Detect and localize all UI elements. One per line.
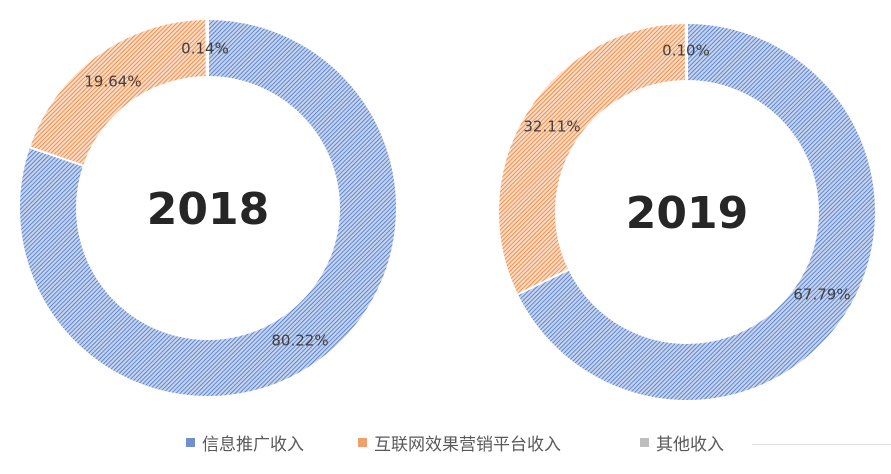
- slice-marketing-platform: [27, 17, 208, 168]
- legend-divider: [752, 444, 891, 445]
- donut-2018: 80.22% 19.64% 0.14% 2018: [18, 17, 398, 398]
- donut-2019: 67.79% 32.11% 0.10% 2019: [497, 21, 877, 402]
- data-label: 0.10%: [662, 42, 710, 60]
- data-label: 67.79%: [793, 286, 850, 304]
- legend-label: 信息推广收入: [202, 435, 304, 455]
- data-label: 0.14%: [181, 40, 229, 58]
- data-label: 80.22%: [271, 332, 328, 350]
- legend-item-info-promotion: 信息推广收入: [186, 430, 304, 455]
- legend-swatch-blue: [186, 438, 195, 447]
- chart-title: 2018: [147, 184, 269, 235]
- data-label: 19.64%: [84, 73, 141, 91]
- chart-title: 2019: [626, 188, 748, 239]
- legend-item-marketing-platform: 互联网效果营销平台收入: [358, 430, 561, 455]
- legend-label: 其他收入: [656, 435, 724, 455]
- legend-swatch-gray: [640, 438, 649, 447]
- slice-info-promotion: [18, 17, 398, 398]
- slice-marketing-platform: [497, 21, 688, 297]
- slice-other: [684, 21, 688, 83]
- legend-swatch-orange: [358, 438, 367, 447]
- legend: 信息推广收入 互联网效果营销平台收入 其他收入: [0, 430, 891, 460]
- slice-other: [205, 17, 209, 79]
- legend-item-other: 其他收入: [640, 430, 724, 455]
- slice-info-promotion: [515, 21, 877, 402]
- legend-label: 互联网效果营销平台收入: [374, 435, 561, 455]
- data-label: 32.11%: [523, 118, 580, 136]
